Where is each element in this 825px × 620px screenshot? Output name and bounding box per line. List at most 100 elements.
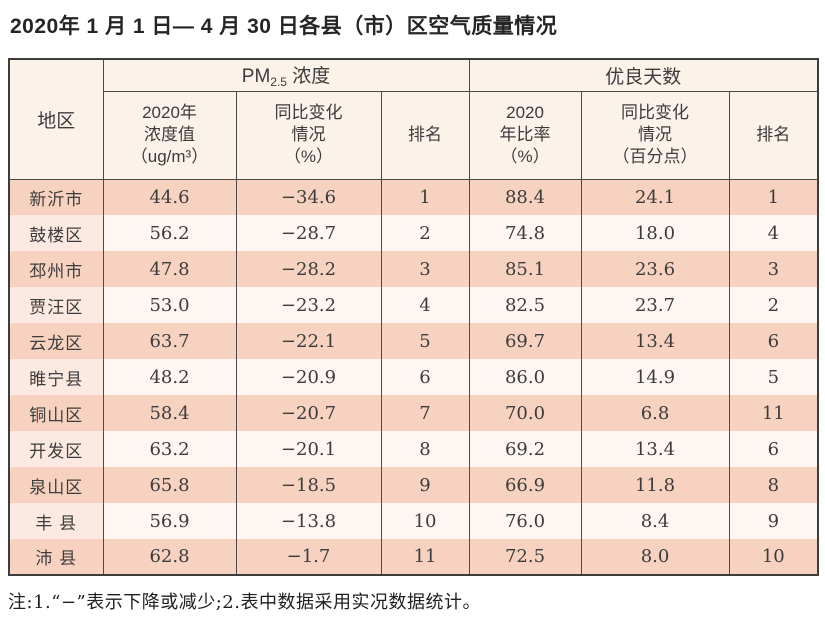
pm-change-cell: −20.7	[235, 395, 382, 431]
ratio-cell: 88.4	[468, 179, 582, 215]
pm-rank-cell: 7	[380, 395, 470, 431]
column-header-region: 地区	[8, 58, 104, 180]
region-cell: 新沂市	[8, 179, 104, 215]
pm25-label-suffix: 浓度	[286, 66, 331, 88]
ratio-change-cell: 11.8	[580, 467, 730, 503]
pm-change-cell: −34.6	[235, 179, 382, 215]
region-cell: 沛 县	[8, 539, 104, 575]
pm-rank-cell: 8	[380, 431, 470, 467]
region-cell: 睢宁县	[8, 359, 104, 395]
table-body: 新沂市 44.6 −34.6 1 88.4 24.1 1 鼓楼区 56.2 −2…	[8, 179, 819, 575]
table-row: 新沂市 44.6 −34.6 1 88.4 24.1 1	[8, 179, 819, 215]
column-header-ratio-change: 同比变化 情况 （百分点）	[580, 90, 730, 180]
ratio-cell: 72.5	[468, 539, 582, 575]
ratio-change-cell: 23.6	[580, 251, 730, 287]
pm-rank-cell: 3	[380, 251, 470, 287]
ratio-rank-cell: 9	[728, 503, 819, 539]
pm-change-cell: −23.2	[235, 287, 382, 323]
pm-change-cell: −20.9	[235, 359, 382, 395]
table-row: 铜山区 58.4 −20.7 7 70.0 6.8 11	[8, 395, 819, 431]
column-group-pm25: PM2.5 浓度	[102, 58, 470, 92]
table-row: 邳州市 47.8 −28.2 3 85.1 23.6 3	[8, 251, 819, 287]
region-cell: 铜山区	[8, 395, 104, 431]
pm-value-cell: 63.7	[102, 323, 237, 359]
ratio-change-cell: 24.1	[580, 179, 730, 215]
region-cell: 开发区	[8, 431, 104, 467]
group-header-row: 地区 PM2.5 浓度 优良天数	[8, 58, 819, 180]
column-header-ratio: 2020 年比率 （%）	[468, 90, 582, 180]
pm-change-cell: −20.1	[235, 431, 382, 467]
pm-rank-cell: 4	[380, 287, 470, 323]
pm-value-cell: 56.9	[102, 503, 237, 539]
column-group-good-days: 优良天数	[468, 58, 819, 92]
ratio-cell: 86.0	[468, 359, 582, 395]
pm-change-cell: −13.8	[235, 503, 382, 539]
region-cell: 丰 县	[8, 503, 104, 539]
table-row: 贾汪区 53.0 −23.2 4 82.5 23.7 2	[8, 287, 819, 323]
pm-value-cell: 48.2	[102, 359, 237, 395]
ratio-cell: 74.8	[468, 215, 582, 251]
ratio-cell: 69.7	[468, 323, 582, 359]
ratio-rank-cell: 6	[728, 323, 819, 359]
footnote: 注:1.“−”表示下降或减少;2.表中数据采用实况数据统计。	[8, 592, 481, 613]
pm-rank-cell: 5	[380, 323, 470, 359]
pm-change-cell: −22.1	[235, 323, 382, 359]
region-cell: 鼓楼区	[8, 215, 104, 251]
region-cell: 贾汪区	[8, 287, 104, 323]
pm-rank-cell: 2	[380, 215, 470, 251]
pm-value-cell: 63.2	[102, 431, 237, 467]
pm-value-cell: 65.8	[102, 467, 237, 503]
ratio-rank-cell: 10	[728, 539, 819, 575]
ratio-cell: 82.5	[468, 287, 582, 323]
ratio-rank-cell: 11	[728, 395, 819, 431]
table-row: 云龙区 63.7 −22.1 5 69.7 13.4 6	[8, 323, 819, 359]
sub-header-row: 2020年 浓度值 （ug/m³） 同比变化 情况 （%） 排名 2020 年比…	[9, 90, 819, 180]
table-row: 鼓楼区 56.2 −28.7 2 74.8 18.0 4	[8, 215, 819, 251]
pm25-label-subscript: 2.5	[270, 75, 287, 90]
ratio-cell: 66.9	[468, 467, 582, 503]
pm-change-cell: −1.7	[235, 539, 382, 575]
page-title: 2020年 1 月 1 日— 4 月 30 日各县（市）区空气质量情况	[10, 15, 558, 38]
pm-value-cell: 44.6	[102, 179, 237, 215]
pm-value-cell: 47.8	[102, 251, 237, 287]
ratio-rank-cell: 8	[728, 467, 819, 503]
ratio-cell: 69.2	[468, 431, 582, 467]
pm-rank-cell: 9	[380, 467, 470, 503]
ratio-change-cell: 13.4	[580, 323, 730, 359]
region-cell: 泉山区	[8, 467, 104, 503]
ratio-change-cell: 23.7	[580, 287, 730, 323]
ratio-rank-cell: 4	[728, 215, 819, 251]
pm-value-cell: 53.0	[102, 287, 237, 323]
ratio-change-cell: 13.4	[580, 431, 730, 467]
region-cell: 邳州市	[8, 251, 104, 287]
pm-change-cell: −28.2	[235, 251, 382, 287]
column-header-ratio-rank: 排名	[728, 90, 819, 180]
pm-value-cell: 62.8	[102, 539, 237, 575]
pm-rank-cell: 6	[380, 359, 470, 395]
table-row: 沛 县 62.8 −1.7 11 72.5 8.0 10	[8, 539, 819, 575]
pm-rank-cell: 11	[380, 539, 470, 575]
ratio-rank-cell: 1	[728, 179, 819, 215]
ratio-cell: 76.0	[468, 503, 582, 539]
ratio-cell: 70.0	[468, 395, 582, 431]
ratio-change-cell: 8.4	[580, 503, 730, 539]
table-row: 泉山区 65.8 −18.5 9 66.9 11.8 8	[8, 467, 819, 503]
ratio-change-cell: 8.0	[580, 539, 730, 575]
region-cell: 云龙区	[8, 323, 104, 359]
ratio-rank-cell: 5	[728, 359, 819, 395]
ratio-rank-cell: 3	[728, 251, 819, 287]
pm-change-cell: −18.5	[235, 467, 382, 503]
pm-change-cell: −28.7	[235, 215, 382, 251]
pm-value-cell: 58.4	[102, 395, 237, 431]
table-row: 睢宁县 48.2 −20.9 6 86.0 14.9 5	[8, 359, 819, 395]
ratio-change-cell: 18.0	[580, 215, 730, 251]
pm-value-cell: 56.2	[102, 215, 237, 251]
ratio-cell: 85.1	[468, 251, 582, 287]
pm-rank-cell: 1	[380, 179, 470, 215]
table-header: 地区 PM2.5 浓度 优良天数 2020年 浓度值 （ug/m³） 同比变化 …	[8, 58, 819, 180]
ratio-rank-cell: 6	[728, 431, 819, 467]
ratio-change-cell: 6.8	[580, 395, 730, 431]
column-header-pm-rank: 排名	[380, 90, 470, 180]
ratio-change-cell: 14.9	[580, 359, 730, 395]
pm-rank-cell: 10	[380, 503, 470, 539]
